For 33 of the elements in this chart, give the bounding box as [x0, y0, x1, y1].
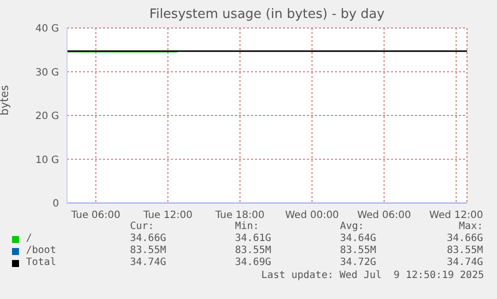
x-tick-label: Wed 00:00 [285, 210, 339, 222]
legend-label: Total [25, 257, 58, 269]
text: 34.72G [340, 257, 378, 269]
x-tick-label: Tue 06:00 [70, 210, 120, 222]
text: 83.55M [446, 245, 483, 257]
text: 34.69G [235, 257, 272, 269]
y-tick-label: 0 [52, 198, 59, 210]
y-tick-label: 30 G [35, 67, 59, 78]
text: 83.55M [235, 245, 272, 257]
text: Cur: [130, 221, 156, 233]
text: 34.66G [446, 233, 483, 245]
y-tick-label: 10 G [35, 154, 59, 166]
legend-label: /boot [25, 245, 58, 257]
text: Last update: Wed Jul 9 12:50:19 2025 [260, 270, 484, 282]
y-tick-label: 40 G [35, 24, 59, 35]
text: 34.61G [235, 233, 272, 245]
text: 34.66G [130, 233, 168, 245]
text: 34.64G [340, 233, 378, 245]
text: 34.74G [130, 257, 168, 269]
x-tick-label: Wed 12:00 [429, 210, 484, 222]
y-axis-title: bytes [0, 84, 11, 116]
x-tick-label: Tue 18:00 [214, 210, 265, 222]
text: Avg: [340, 221, 366, 233]
x-tick-label: Wed 06:00 [357, 210, 412, 222]
text: 83.55M [340, 245, 378, 257]
text: 34.74G [446, 257, 483, 269]
chart-title: Filesystem usage (in bytes) - by day [148, 7, 386, 22]
text: Max: [458, 221, 483, 233]
text: 83.55M [130, 245, 168, 257]
y-tick-label: 20 G [35, 111, 59, 122]
legend-label: / [25, 233, 34, 245]
x-tick-label: Tue 12:00 [142, 210, 192, 222]
text: Min: [235, 221, 260, 233]
